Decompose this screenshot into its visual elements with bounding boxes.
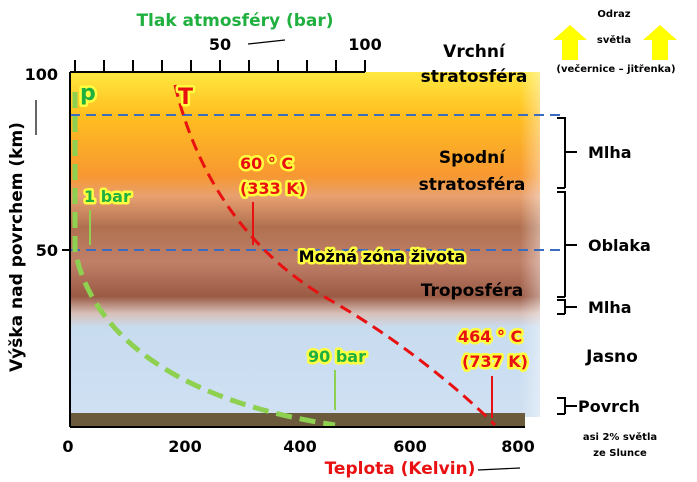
reflection-text: světla (597, 34, 631, 46)
temperature-axis-title: Teplota (Kelvin) (325, 459, 476, 479)
x-tick-label: 800 (501, 437, 534, 456)
layer-label: Vrchní (443, 42, 506, 62)
reflection-text: (večernice – jitřenka) (556, 63, 675, 75)
ground (70, 413, 525, 427)
annotation: (333 K) (240, 179, 306, 198)
annotation: 90 bar (308, 347, 366, 366)
top-ticks (74, 60, 366, 72)
pressure-curve (72, 92, 336, 428)
light-arrow (643, 25, 677, 60)
pressure-axis-title: Tlak atmosféry (bar) (136, 11, 333, 31)
sunlight-text: ze Slunce (593, 448, 647, 459)
top-tick-label: 100 (348, 35, 381, 54)
layer-label: Spodní (439, 148, 506, 168)
y-tick-label: 100 (25, 65, 58, 84)
layer-label: Jasno (585, 347, 638, 367)
top-tick-label: 50 (209, 35, 231, 54)
light-arrow (553, 25, 587, 60)
altitude-axis-title: Výška nad povrchem (km) (7, 122, 27, 372)
annotation: (737 K) (462, 352, 528, 371)
life-zone: Možná zóna života (299, 247, 466, 266)
reflection-text: Odraz (597, 9, 630, 20)
x-tick-label: 0 (62, 437, 73, 456)
side-label: Mlha (588, 143, 632, 162)
temperature-curve (173, 84, 497, 427)
layer-label: Troposféra (421, 281, 524, 301)
side-label: Povrch (578, 397, 640, 416)
annotation: 464 ° C (458, 327, 522, 346)
x-tick-label: 400 (283, 437, 316, 456)
annotation: 1 bar (84, 187, 131, 206)
layer-label: stratosféra (419, 175, 526, 195)
side-label: Mlha (588, 298, 632, 317)
side-label: Oblaka (588, 236, 651, 255)
x-tick-label: 200 (168, 437, 201, 456)
arrow (247, 39, 286, 45)
temperature-label: T (178, 85, 193, 110)
pressure-label: p (80, 81, 96, 106)
layer-label: stratosféra (421, 67, 528, 87)
sunlight-text: asi 2% světla (583, 431, 657, 443)
annotation: 60 ° C (240, 154, 293, 173)
fade (520, 72, 570, 417)
braces (557, 117, 577, 415)
arrow (477, 467, 521, 471)
x-tick-label: 600 (393, 437, 426, 456)
y-tick-label: 50 (36, 241, 58, 260)
